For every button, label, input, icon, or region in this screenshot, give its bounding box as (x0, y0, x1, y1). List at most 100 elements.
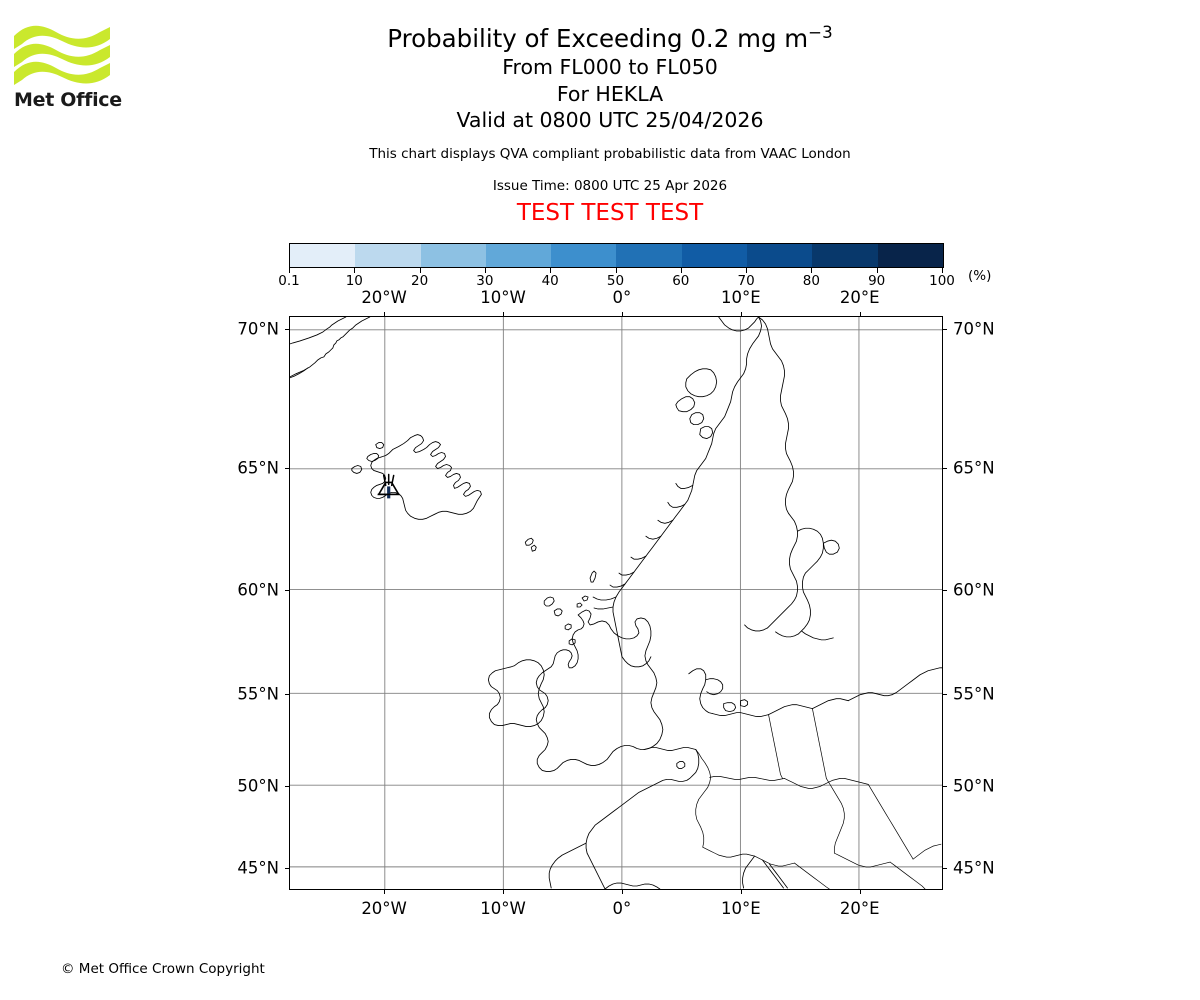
colorbar-band-1 (355, 244, 421, 267)
colorbar-ticklabel-0: 0.1 (278, 273, 300, 289)
colorbar-ticklabel-4: 40 (541, 273, 559, 289)
norway-coastline (592, 317, 762, 668)
graticule-lines (290, 317, 942, 889)
met-office-logo: Met Office (12, 18, 122, 113)
tick-lat-left-2 (285, 590, 289, 591)
colorbar-band-4 (551, 244, 617, 267)
lat-label-left-2: 60°N (237, 580, 279, 599)
colorbar-band-8 (812, 244, 878, 267)
lon-label-top-2: 0° (612, 288, 632, 307)
met-office-logo-text: Met Office (14, 89, 122, 111)
lon-label-top-3: 10°E (720, 288, 761, 307)
iceland-coastline (351, 434, 482, 520)
colorbar-band-9 (877, 244, 943, 267)
colorbar-tickmark-5 (615, 268, 617, 273)
lat-label-right-5: 45°N (953, 858, 995, 878)
issue-time-line: Issue Time: 0800 UTC 25 Apr 2026 (492, 177, 728, 194)
colorbar-tickmark-6 (680, 268, 682, 273)
map-panel (285, 312, 947, 894)
flight-level-range: From FL000 to FL050 (502, 55, 718, 79)
colorbar-unit-label: (%) (968, 268, 992, 284)
central-europe-borders (695, 708, 942, 889)
colorbar-ticklabel-6: 60 (672, 273, 690, 289)
lon-label-top-4: 20°E (839, 288, 880, 307)
lon-label-top-0: 20°W (361, 288, 407, 307)
colorbar-band-5 (616, 244, 682, 267)
tick-lat-right-4 (943, 786, 947, 787)
map-frame (289, 316, 943, 890)
great-britain-coastline (535, 596, 664, 772)
colorbar-ticklabel-7: 70 (737, 273, 755, 289)
probability-colorbar: 0.1 10 20 30 40 50 60 70 80 90 100 (278, 243, 955, 290)
colorbar-band-6 (681, 244, 748, 267)
colorbar-ticklabel-1: 10 (345, 273, 363, 289)
tick-lat-right-3 (943, 694, 947, 695)
colorbar-ticklabel-3: 30 (476, 273, 494, 289)
colorbar-tickmark-3 (484, 268, 486, 273)
lon-label-bottom-3: 10°E (720, 899, 761, 918)
colorbar-tickmark-10 (942, 268, 943, 273)
tick-lon-top-1 (503, 312, 504, 316)
southern-europe-coastline (604, 882, 661, 889)
greenland-coastline (290, 317, 371, 379)
colorbar-tick-labels: 0.1 10 20 30 40 50 60 70 80 90 100 (278, 268, 955, 290)
colorbar-ticklabel-2: 20 (411, 273, 429, 289)
tick-lat-right-5 (943, 868, 947, 869)
main-title-exponent: −3 (808, 22, 833, 42)
colorbar-tickmark-8 (811, 268, 813, 273)
lon-label-bottom-0: 20°W (361, 899, 407, 918)
tick-lon-top-0 (384, 312, 385, 316)
volcano-marker-hekla (377, 473, 401, 499)
tick-lon-top-4 (860, 312, 861, 316)
lat-label-left-0: 70°N (237, 319, 279, 339)
lat-label-left-1: 65°N (237, 458, 279, 478)
colorbar-tickmark-2 (419, 268, 421, 273)
lon-label-top-1: 10°W (480, 288, 526, 307)
tick-lon-bottom-3 (741, 890, 742, 894)
colorbar-tickmark-4 (550, 268, 552, 273)
tick-lat-left-4 (285, 786, 289, 787)
copyright-text: © Met Office Crown Copyright (61, 961, 265, 977)
colorbar-band-7 (747, 244, 813, 267)
shetland-orkney (576, 570, 597, 608)
tick-lat-left-1 (285, 468, 289, 469)
main-title-text: Probability of Exceeding 0.2 mg m (387, 24, 809, 53)
met-office-wave-mark (14, 25, 110, 85)
colorbar-band-3 (485, 244, 552, 267)
colorbar-ticklabel-8: 80 (802, 273, 820, 289)
denmark-germany-poland-coastline (688, 667, 942, 718)
colorbar-tickmark-9 (876, 268, 878, 273)
colorbar-tickmark-1 (354, 268, 356, 273)
tick-lat-right-0 (943, 329, 947, 330)
colorbar-ticklabel-9: 90 (868, 273, 886, 289)
chart-title-block: Probability of Exceeding 0.2 mg m−3 From… (0, 24, 1200, 226)
ireland-coastline (487, 659, 545, 727)
tick-lat-right-2 (943, 590, 947, 591)
lat-label-right-3: 55°N (953, 684, 995, 704)
western-europe-coastline (548, 747, 700, 889)
lon-label-bottom-1: 10°W (480, 899, 526, 918)
volcano-name-line: For HEKLA (556, 81, 664, 106)
lat-label-right-1: 65°N (953, 458, 995, 478)
tick-lon-bottom-2 (622, 890, 623, 894)
tick-lon-bottom-1 (503, 890, 504, 894)
colorbar-tickmark-7 (746, 268, 748, 273)
lat-label-right-4: 50°N (953, 776, 995, 796)
colorbar-tickmark-0 (289, 268, 290, 273)
colorbar-ticklabel-10: 100 (929, 273, 955, 289)
tick-lat-left-5 (285, 868, 289, 869)
page-title: Probability of Exceeding 0.2 mg m−3 (0, 24, 1200, 54)
tick-lat-left-3 (285, 694, 289, 695)
lon-label-bottom-4: 20°E (839, 899, 880, 918)
faroe-islands (524, 537, 537, 552)
lat-label-left-5: 45°N (237, 858, 279, 878)
tick-lon-top-3 (741, 312, 742, 316)
valid-time-line: Valid at 0800 UTC 25/04/2026 (456, 108, 764, 132)
lon-label-bottom-2: 0° (612, 899, 632, 918)
colorbar-bands (289, 243, 944, 268)
test-banner: TEST TEST TEST (516, 199, 704, 226)
qva-compliance-note: This chart displays QVA compliant probab… (369, 145, 851, 162)
tick-lon-bottom-4 (860, 890, 861, 894)
tick-lon-top-2 (622, 312, 623, 316)
colorbar-band-2 (420, 244, 486, 267)
